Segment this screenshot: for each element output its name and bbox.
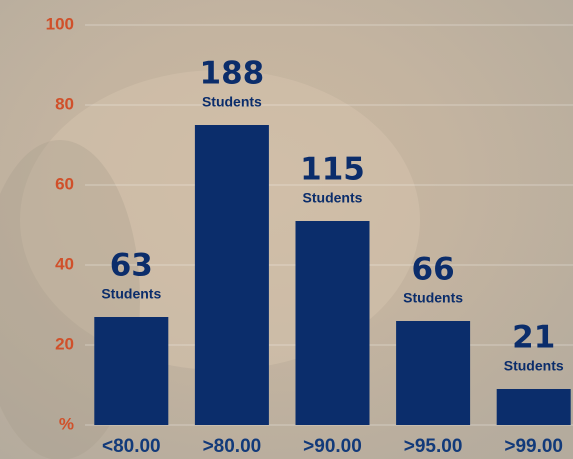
page: % 20 40 60 80 100 <80.00 63 Students >80.00 188 Stu… <box>0 0 573 459</box>
count-label: 21 <box>512 320 555 356</box>
bar <box>396 321 470 425</box>
x-tick-label: <80.00 <box>102 436 161 457</box>
count-label: 66 <box>412 252 455 288</box>
y-tick-label: 80 <box>55 94 74 113</box>
count-label: 188 <box>200 56 265 92</box>
count-unit: Students <box>202 94 262 110</box>
x-tick-label: >90.00 <box>303 436 362 457</box>
chart: % 20 40 60 80 100 <80.00 63 Students >80.00 188 Stu… <box>0 0 573 459</box>
count-label: 63 <box>110 248 153 284</box>
count-unit: Students <box>504 358 564 374</box>
bar <box>94 317 168 425</box>
x-tick-label: >80.00 <box>203 436 262 457</box>
bar <box>497 389 571 425</box>
count-unit: Students <box>403 290 463 306</box>
y-tick-label: 40 <box>55 254 74 273</box>
x-tick-label: >95.00 <box>404 436 463 457</box>
y-tick-label: 20 <box>55 334 74 353</box>
bar <box>195 125 269 425</box>
count-unit: Students <box>303 190 363 206</box>
y-tick-label: % <box>59 414 74 433</box>
x-tick-label: >99.00 <box>504 436 563 457</box>
y-tick-label: 100 <box>46 14 74 33</box>
bar <box>296 221 370 425</box>
y-tick-label: 60 <box>55 174 74 193</box>
count-label: 115 <box>300 152 365 188</box>
count-unit: Students <box>101 286 161 302</box>
